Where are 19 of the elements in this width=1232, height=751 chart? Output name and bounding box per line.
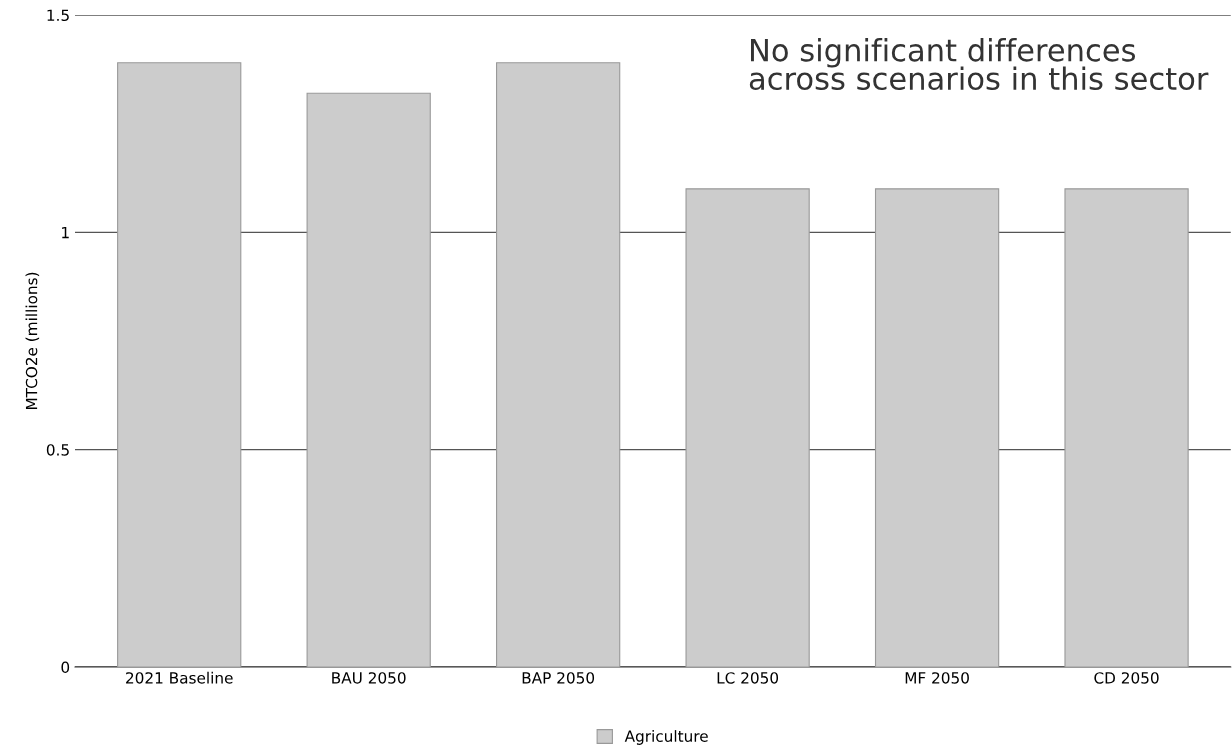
bar xyxy=(874,188,1000,667)
x-tick-label: MF 2050 xyxy=(905,672,969,684)
bar xyxy=(306,92,431,667)
bar xyxy=(496,62,621,667)
y-tick-label: 0.5 xyxy=(46,444,69,456)
x-tick-label: 2021 Baseline xyxy=(126,671,233,684)
bar xyxy=(685,188,810,667)
y-axis-title: MTCO2e (millions) xyxy=(25,272,40,410)
y-tick-label: 1 xyxy=(62,227,69,239)
annotation: No significant differences across scenarios in this sector xyxy=(749,38,1209,91)
y-tick-label: 1.5 xyxy=(47,9,69,22)
bar xyxy=(1064,188,1189,667)
legend-label: Agriculture xyxy=(624,730,708,745)
x-tick-label: LC 2050 xyxy=(717,672,779,684)
x-tick-label: BAU 2050 xyxy=(332,672,406,684)
y-tick-label: 0 xyxy=(61,661,70,674)
x-tick-label: BAP 2050 xyxy=(522,672,595,684)
bar xyxy=(117,62,242,667)
x-tick-label: CD 2050 xyxy=(1094,672,1159,684)
